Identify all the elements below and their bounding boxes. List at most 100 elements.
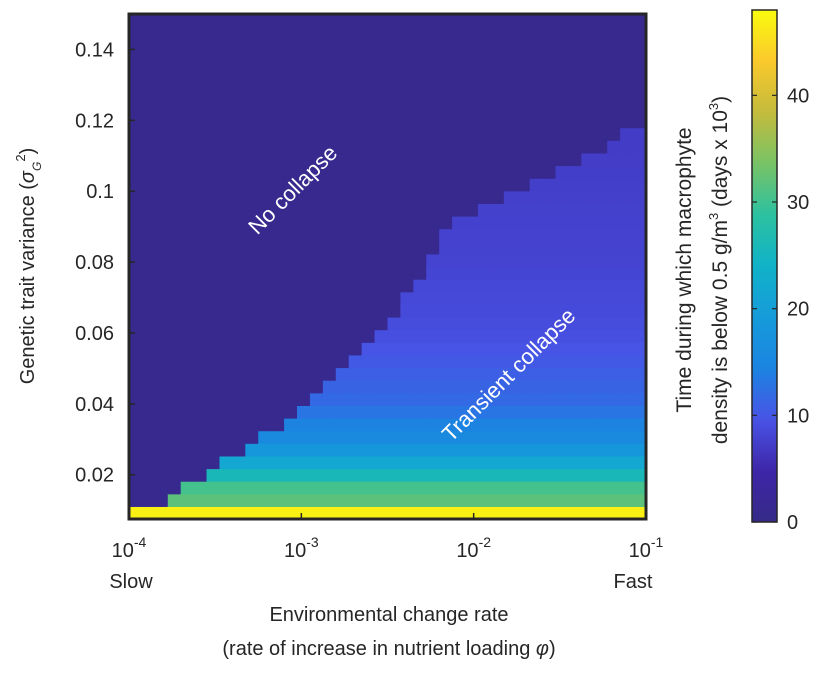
heatmap-cell [594, 367, 608, 381]
heatmap-cell [271, 89, 285, 103]
heatmap-cell [206, 392, 221, 406]
heatmap-cell [568, 77, 582, 91]
heatmap-cell [335, 506, 350, 519]
heatmap-cell [581, 279, 595, 293]
heatmap-cell [322, 430, 337, 444]
heatmap-cell [245, 481, 259, 495]
heatmap-cell [568, 102, 582, 116]
heatmap-cell [568, 279, 582, 293]
heatmap-cell [529, 291, 544, 305]
heatmap-cell [426, 367, 440, 381]
heatmap-cell [387, 190, 402, 204]
heatmap-cell [607, 380, 621, 394]
heatmap-cell [607, 291, 621, 305]
heatmap-cell [529, 266, 544, 280]
heatmap-cell [193, 152, 208, 167]
heatmap-cell [620, 39, 634, 53]
heatmap-cell [245, 253, 259, 268]
heatmap-cell [465, 89, 479, 103]
heatmap-cell [297, 190, 311, 204]
heatmap-cell [387, 165, 402, 179]
x-end-label-fast: Fast [614, 571, 653, 593]
heatmap-cell [284, 493, 298, 507]
heatmap-cell [490, 367, 505, 381]
heatmap-cell [516, 392, 531, 406]
heatmap-cell [439, 392, 453, 406]
heatmap-cell [633, 89, 646, 103]
heatmap-cell [206, 178, 221, 192]
heatmap-cell [400, 367, 414, 381]
heatmap-cell [258, 203, 272, 217]
heatmap-cell [477, 405, 492, 419]
heatmap-cell [490, 152, 505, 167]
heatmap-cell [490, 468, 505, 482]
heatmap-cell [361, 493, 376, 507]
heatmap-cell [413, 291, 427, 305]
heatmap-cell [206, 241, 221, 255]
heatmap-cell [167, 367, 182, 381]
heatmap-cell [167, 26, 182, 40]
heatmap-cell [258, 253, 272, 268]
heatmap-cell [387, 216, 402, 230]
heatmap-cell [309, 443, 324, 457]
heatmap-cell [335, 430, 350, 444]
heatmap-cell [245, 367, 259, 381]
heatmap-cell [129, 241, 143, 255]
heatmap-cell [167, 190, 182, 204]
heatmap-cell [129, 152, 143, 167]
heatmap-cell [607, 443, 621, 457]
heatmap-cell [141, 102, 156, 116]
heatmap-cell [258, 39, 272, 53]
heatmap-cell [374, 367, 389, 381]
heatmap-cell [607, 178, 621, 192]
heatmap-cell [154, 203, 169, 217]
heatmap-cell [193, 342, 208, 356]
heatmap-cell [219, 102, 233, 116]
heatmap-cell [620, 228, 634, 242]
heatmap-cell [322, 203, 337, 217]
heatmap-cell [129, 190, 143, 204]
heatmap-cell [309, 127, 324, 141]
heatmap-cell [258, 64, 272, 78]
x-axis-label-line1: Environmental change rate [269, 604, 508, 626]
heatmap-cell [206, 77, 221, 91]
heatmap-cell [490, 14, 505, 28]
heatmap-cell [503, 266, 518, 280]
heatmap-cell [258, 430, 272, 444]
heatmap-cell [167, 39, 182, 53]
heatmap-cell [348, 165, 363, 179]
heatmap-cell [581, 127, 595, 141]
heatmap-cell [193, 51, 208, 66]
heatmap-cell [206, 304, 221, 318]
heatmap-cell [452, 430, 466, 444]
heatmap-cell [607, 367, 621, 381]
heatmap-cell [232, 77, 246, 91]
heatmap-cell [219, 190, 233, 204]
heatmap-cell [620, 354, 634, 369]
heatmap-cell [374, 279, 389, 293]
heatmap-cell [439, 266, 453, 280]
heatmap-cell [335, 26, 350, 40]
heatmap-cell [542, 367, 557, 381]
heatmap-cell [206, 418, 221, 432]
heatmap-cell [335, 304, 350, 318]
heatmap-cell [297, 317, 311, 331]
heatmap-cell [555, 190, 570, 204]
heatmap-cell [516, 152, 531, 167]
heatmap-cell [413, 266, 427, 280]
heatmap-cell [490, 140, 505, 154]
heatmap-cell [607, 266, 621, 280]
heatmap-cell [594, 304, 608, 318]
heatmap-cell [477, 342, 492, 356]
heatmap-cell [297, 127, 311, 141]
heatmap-cell [284, 89, 298, 103]
heatmap-cell [465, 506, 479, 519]
heatmap-cell [426, 380, 440, 394]
heatmap-cell [374, 64, 389, 78]
heatmap-cell [594, 317, 608, 331]
heatmap-cell [439, 77, 453, 91]
heatmap-cell [516, 506, 531, 519]
heatmap-cell [620, 279, 634, 293]
heatmap-cell [141, 481, 156, 495]
heatmap-cell [154, 279, 169, 293]
